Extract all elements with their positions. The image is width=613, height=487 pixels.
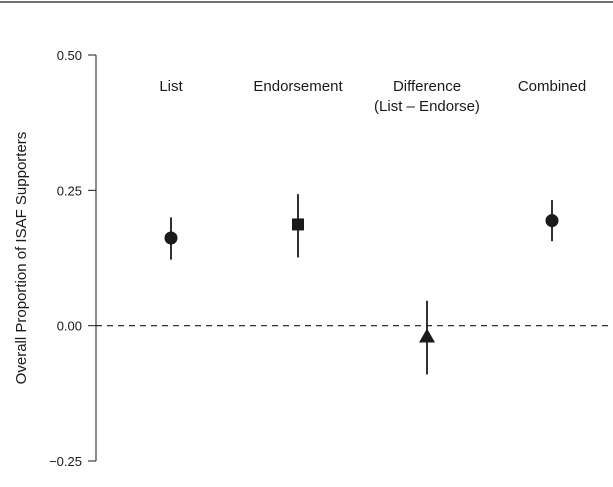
y-tick-label: 0.50 [57,48,82,63]
point-estimate-circle [164,231,178,245]
y-tick-label: 0.25 [57,183,82,198]
y-axis-ticks: 0.50 0.25 0.00 −0.25 [49,48,96,469]
category-label: Endorsement [253,78,343,95]
category-label: Difference [393,78,461,95]
y-tick-label: 0.00 [57,319,82,334]
point-estimate-triangle [419,328,435,343]
category-labels: List Endorsement Difference (List – Endorse… [159,78,586,115]
y-tick-label: −0.25 [49,454,82,469]
category-label: (List – Endorse) [374,98,480,115]
category-label: List [159,78,183,95]
category-label: Combined [518,78,586,95]
point-estimate-square [292,218,304,231]
y-axis-title: Overall Proportion of ISAF Supporters [13,132,30,385]
estimates [164,194,559,375]
point-estimate-circle [545,214,559,228]
